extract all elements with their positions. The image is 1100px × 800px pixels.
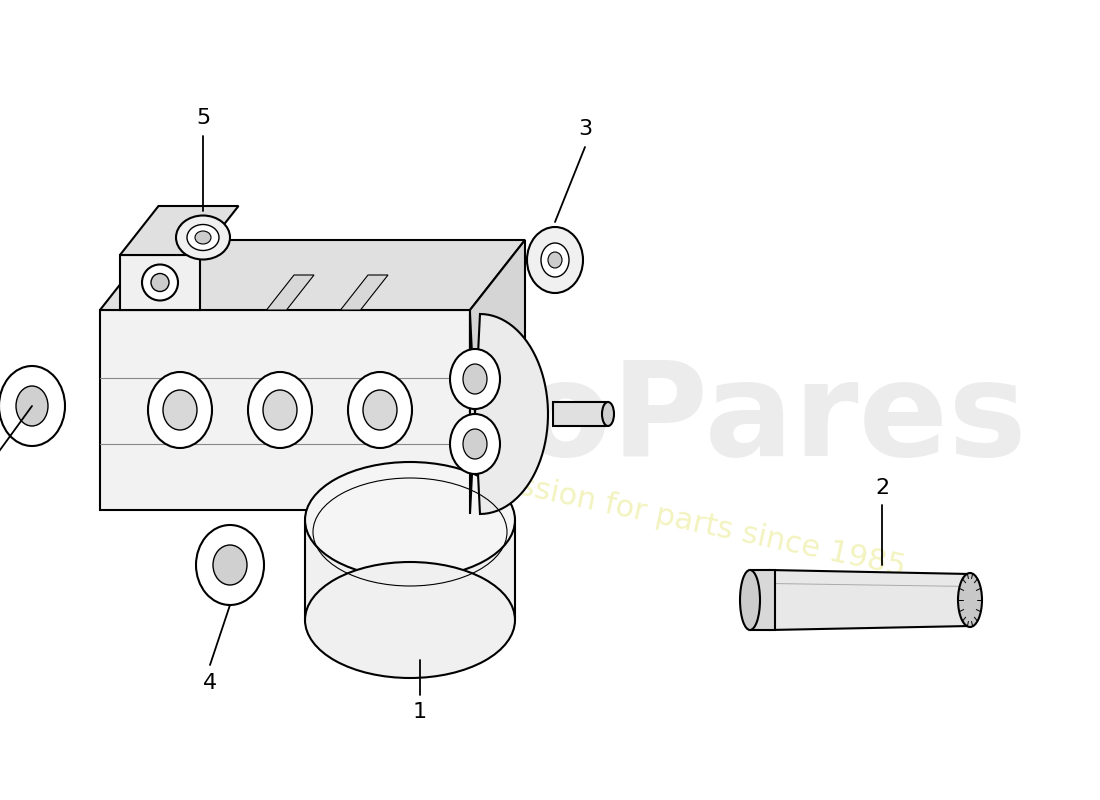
Ellipse shape [602, 402, 614, 426]
Ellipse shape [363, 390, 397, 430]
Ellipse shape [450, 349, 500, 409]
Ellipse shape [450, 414, 500, 474]
Ellipse shape [196, 525, 264, 605]
Ellipse shape [163, 390, 197, 430]
Polygon shape [341, 275, 388, 310]
Ellipse shape [248, 372, 312, 448]
Ellipse shape [463, 429, 487, 459]
Ellipse shape [151, 274, 169, 291]
Ellipse shape [740, 570, 760, 630]
Polygon shape [470, 314, 548, 514]
Ellipse shape [0, 366, 65, 446]
Polygon shape [120, 206, 239, 255]
Ellipse shape [195, 231, 211, 244]
Ellipse shape [305, 462, 515, 578]
Text: 5: 5 [196, 107, 210, 127]
Polygon shape [100, 310, 470, 510]
Ellipse shape [305, 562, 515, 678]
Polygon shape [470, 240, 525, 510]
Ellipse shape [541, 243, 569, 277]
Ellipse shape [348, 372, 412, 448]
Polygon shape [553, 402, 608, 426]
Ellipse shape [176, 215, 230, 259]
Text: euroPares: euroPares [273, 357, 1027, 483]
Text: a passion for parts since 1985: a passion for parts since 1985 [451, 458, 909, 582]
Polygon shape [305, 520, 515, 620]
Polygon shape [750, 570, 776, 630]
Polygon shape [100, 240, 525, 310]
Ellipse shape [463, 364, 487, 394]
Ellipse shape [527, 227, 583, 293]
Ellipse shape [187, 225, 219, 250]
Text: 1: 1 [412, 702, 427, 722]
Ellipse shape [958, 573, 982, 627]
Ellipse shape [213, 545, 248, 585]
Ellipse shape [548, 252, 562, 268]
Polygon shape [266, 275, 314, 310]
Polygon shape [770, 570, 970, 630]
Ellipse shape [148, 372, 212, 448]
Text: 2: 2 [874, 478, 889, 498]
Text: 3: 3 [578, 119, 592, 139]
Polygon shape [120, 255, 200, 310]
Ellipse shape [16, 386, 48, 426]
Ellipse shape [263, 390, 297, 430]
Ellipse shape [142, 265, 178, 301]
Text: 4: 4 [202, 673, 217, 693]
